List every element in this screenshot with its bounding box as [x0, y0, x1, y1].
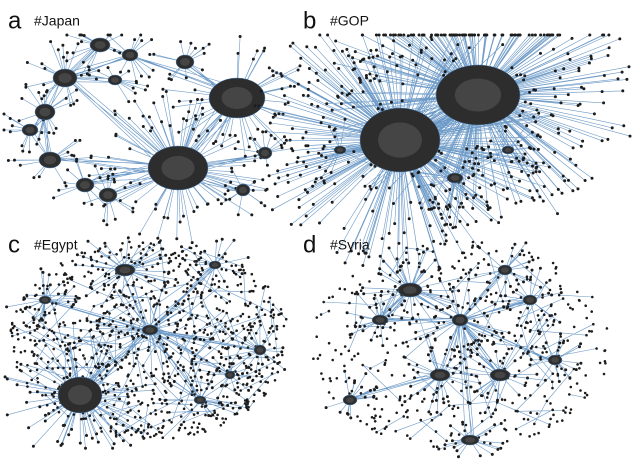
- hub-core: [25, 126, 35, 134]
- hub-core: [375, 317, 385, 323]
- hub-core: [450, 175, 460, 181]
- hub-core: [43, 155, 57, 165]
- hub-core: [494, 371, 506, 379]
- panel-letter: c: [8, 231, 20, 258]
- hub-core: [465, 437, 475, 443]
- panel-label: #Egypt: [34, 237, 78, 253]
- nodes: [253, 33, 632, 276]
- hub-core: [551, 357, 559, 363]
- hub-core: [119, 266, 131, 274]
- hub-core: [80, 181, 90, 189]
- panel-letter: a: [8, 7, 22, 34]
- hub-core: [180, 58, 190, 66]
- hub-core: [346, 397, 354, 403]
- hub-core: [504, 147, 512, 153]
- hub-core: [336, 147, 344, 153]
- panel-label: #GOP: [330, 13, 369, 29]
- networks: [2, 33, 632, 459]
- hub-core: [125, 51, 135, 59]
- hub-core: [211, 262, 219, 268]
- hub-core: [41, 297, 49, 303]
- hub-core: [403, 286, 417, 294]
- hub-core: [526, 297, 534, 303]
- hub-core: [501, 267, 509, 273]
- panel-label: #Syria: [330, 237, 370, 253]
- hub-core: [94, 41, 106, 49]
- hub-core: [455, 316, 465, 324]
- hub-core: [256, 347, 264, 353]
- hub-core: [196, 397, 204, 403]
- hub-core: [39, 107, 51, 117]
- hub-core: [67, 385, 93, 405]
- hub-core: [378, 122, 422, 158]
- hub-core: [145, 327, 155, 333]
- hub-core: [103, 191, 113, 199]
- panel-letter: d: [303, 231, 316, 258]
- panel-label: #Japan: [34, 13, 80, 29]
- edges: [320, 242, 597, 457]
- hub-core: [434, 371, 446, 379]
- panel-letter: b: [303, 7, 316, 34]
- hub-core: [239, 186, 247, 194]
- hub-core: [221, 87, 253, 109]
- hub-core: [58, 73, 72, 83]
- hub-core: [161, 155, 195, 181]
- hub-core: [227, 372, 233, 378]
- hub-core: [454, 78, 502, 112]
- hub-core: [111, 77, 119, 83]
- hub-core: [261, 149, 269, 157]
